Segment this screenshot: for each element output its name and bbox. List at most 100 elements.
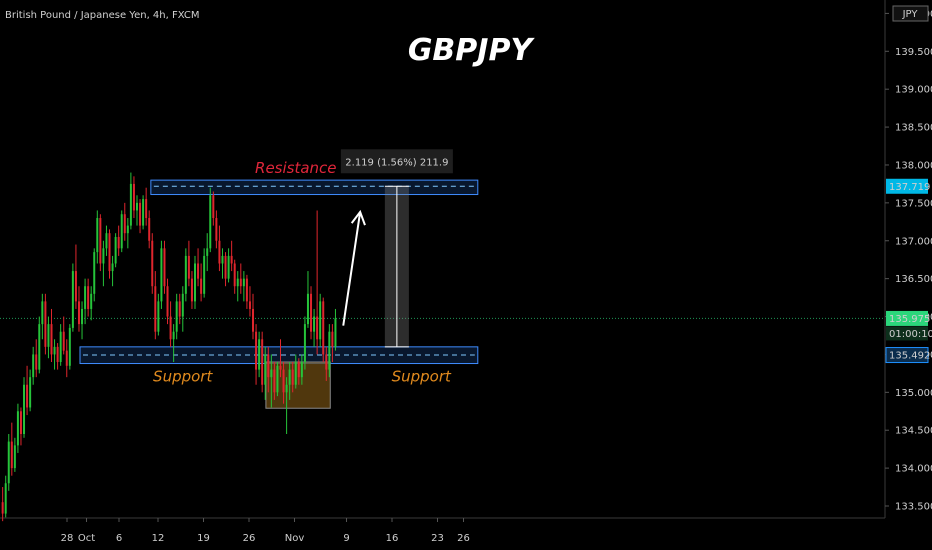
candle-body	[81, 308, 84, 325]
candle	[227, 248, 230, 283]
candle-body	[117, 236, 120, 249]
candle	[172, 324, 175, 363]
y-tick-label: 138.500	[895, 123, 932, 134]
candle-body	[102, 248, 105, 264]
candle	[68, 324, 71, 370]
candle	[151, 233, 154, 294]
candle	[261, 331, 264, 393]
candle-body	[184, 255, 187, 294]
candle-body	[169, 316, 172, 340]
candle	[233, 259, 236, 294]
candle	[212, 191, 215, 226]
support-label-left: Support	[153, 368, 213, 386]
candle	[114, 233, 117, 268]
price-axis[interactable]: 133.500134.000134.500135.000135.500136.0…	[884, 0, 932, 518]
candle-body	[108, 233, 111, 272]
candle	[7, 434, 10, 491]
candle	[74, 244, 77, 309]
candle-body	[44, 301, 47, 347]
projection-arrow[interactable]	[342, 209, 366, 326]
candle-body	[325, 354, 328, 370]
candle-body	[99, 218, 102, 264]
candle	[291, 362, 294, 393]
candle	[310, 286, 313, 340]
candle-body	[1, 502, 4, 514]
candle	[41, 293, 44, 340]
candle-body	[71, 271, 74, 328]
candle-body	[206, 248, 209, 256]
candle	[273, 362, 276, 400]
candle-body	[297, 362, 300, 378]
candle	[285, 377, 288, 435]
candle	[35, 339, 38, 378]
candle-body	[334, 318, 337, 347]
candle	[334, 308, 337, 351]
candle-body	[190, 278, 193, 302]
currency-badge: JPY	[892, 5, 929, 22]
candle	[245, 274, 248, 309]
candle	[190, 271, 193, 309]
candle-body	[200, 278, 203, 294]
x-tick-label: Oct	[78, 533, 95, 544]
candle	[181, 286, 184, 332]
resistance-label: Resistance	[255, 159, 337, 177]
candle	[117, 225, 120, 256]
candle	[325, 346, 328, 381]
candle	[4, 475, 7, 518]
candle	[169, 301, 172, 347]
candle-body	[160, 248, 163, 302]
candle-body	[87, 286, 90, 309]
currency-label: JPY	[902, 9, 919, 20]
candle-body	[181, 293, 184, 317]
candle	[300, 354, 303, 385]
measure-label-box	[340, 149, 453, 174]
candle	[93, 248, 96, 302]
candle	[230, 240, 233, 272]
x-tick-label: 6	[116, 533, 122, 544]
candle-body	[90, 293, 93, 309]
candle-body	[77, 301, 80, 325]
time-axis[interactable]: 28 Oct 6 12 19 26 Nov 9 16 23 26	[0, 517, 885, 544]
x-tick-label: Nov	[285, 533, 305, 544]
resistance-zone[interactable]	[150, 179, 479, 196]
candle-body	[56, 346, 59, 363]
candle	[248, 286, 251, 317]
candle-body	[132, 183, 135, 211]
last-price-text: 135.975	[889, 314, 930, 325]
candle	[319, 293, 322, 347]
candle-body	[279, 365, 282, 370]
candle-body	[166, 286, 169, 317]
candle	[13, 437, 16, 472]
candle	[157, 293, 160, 336]
candle-body	[59, 331, 62, 363]
candle	[102, 240, 105, 287]
candle	[270, 354, 273, 408]
candle-body	[248, 301, 251, 309]
candle	[184, 248, 187, 302]
candle	[279, 339, 282, 378]
candle	[105, 225, 108, 256]
candle	[166, 278, 169, 325]
candle-body	[26, 384, 29, 408]
candle-body	[32, 354, 35, 378]
candle	[267, 346, 270, 393]
candle	[71, 263, 74, 332]
candle-body	[29, 377, 32, 408]
arrow-head	[350, 209, 366, 226]
candle	[26, 365, 29, 416]
candle-body	[93, 252, 96, 294]
candle	[53, 339, 56, 370]
candle	[126, 218, 129, 249]
candle-body	[294, 362, 297, 385]
candle	[59, 324, 62, 366]
candle	[236, 271, 239, 302]
candle-body	[23, 384, 26, 435]
candle-body	[227, 255, 230, 279]
candle	[178, 293, 181, 325]
measure-tool[interactable]: 2.119 (1.56%) 211.9	[340, 149, 453, 348]
candle	[197, 248, 200, 287]
candle	[313, 308, 316, 347]
candle	[224, 252, 227, 287]
candle-body	[316, 316, 319, 340]
